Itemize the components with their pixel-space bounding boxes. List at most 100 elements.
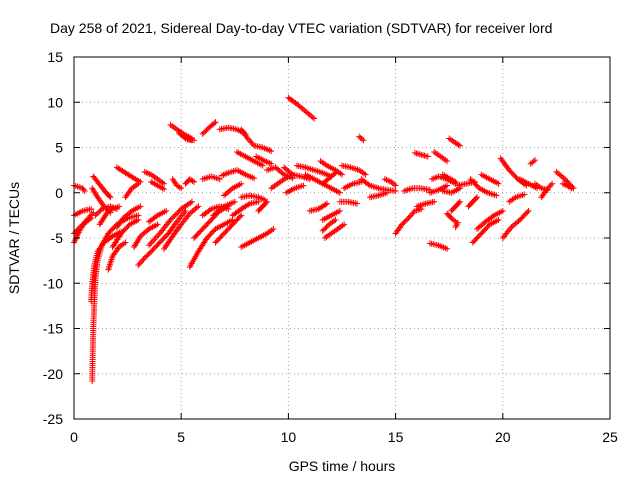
data-point-markers bbox=[109, 216, 142, 251]
data-track bbox=[212, 212, 245, 246]
data-track bbox=[538, 180, 556, 201]
data-point-markers bbox=[233, 149, 266, 169]
data-point-markers bbox=[199, 173, 223, 183]
data-point-markers bbox=[218, 167, 258, 182]
x-tick-label: 25 bbox=[602, 429, 618, 445]
data-point-markers bbox=[169, 176, 185, 192]
chart-title: Day 258 of 2021, Sidereal Day-to-day VTE… bbox=[50, 20, 552, 36]
data-point-markers bbox=[253, 153, 275, 167]
data-point-markers bbox=[341, 178, 365, 192]
data-track bbox=[90, 173, 114, 201]
data-point-markers bbox=[392, 206, 425, 237]
data-track bbox=[499, 207, 532, 241]
data-point-markers bbox=[238, 192, 268, 203]
data-point-markers bbox=[319, 207, 343, 223]
data-track bbox=[444, 210, 459, 225]
data-point-markers bbox=[105, 239, 129, 273]
data-track bbox=[336, 198, 361, 207]
x-tick-label: 5 bbox=[177, 429, 185, 445]
data-point-markers bbox=[478, 171, 502, 187]
data-point-markers bbox=[321, 221, 348, 241]
data-track bbox=[431, 149, 451, 165]
data-point-markers bbox=[467, 176, 500, 199]
data-track bbox=[146, 207, 170, 225]
data-track bbox=[293, 162, 335, 180]
data-track bbox=[96, 203, 123, 228]
data-point-markers bbox=[90, 173, 114, 201]
data-point-markers bbox=[146, 207, 170, 225]
data-track bbox=[238, 225, 277, 251]
data-track bbox=[229, 198, 262, 219]
x-tick-label: 20 bbox=[495, 429, 511, 445]
data-track bbox=[527, 157, 538, 167]
data-track bbox=[113, 164, 144, 185]
data-track bbox=[182, 176, 198, 187]
y-tick-label: 0 bbox=[55, 185, 63, 201]
data-point-markers bbox=[141, 168, 168, 187]
data-point-markers bbox=[161, 203, 202, 252]
data-point-markers bbox=[184, 136, 198, 144]
data-track bbox=[319, 207, 343, 223]
data-track bbox=[469, 216, 502, 246]
data-track bbox=[238, 192, 268, 203]
data-track bbox=[474, 207, 506, 232]
data-track bbox=[285, 94, 318, 122]
data-point-markers bbox=[88, 228, 125, 305]
data-point-markers bbox=[448, 198, 463, 214]
data-track bbox=[306, 200, 330, 214]
y-tick-label: -20 bbox=[43, 366, 63, 382]
data-track bbox=[381, 176, 399, 189]
data-track bbox=[516, 176, 541, 192]
data-track bbox=[467, 176, 500, 199]
x-tick-label: 0 bbox=[70, 429, 78, 445]
data-point-markers bbox=[285, 94, 318, 122]
data-track bbox=[319, 216, 339, 234]
data-point-markers bbox=[210, 198, 238, 219]
data-point-markers bbox=[366, 189, 391, 201]
x-axis-label: GPS time / hours bbox=[289, 458, 396, 474]
data-track bbox=[109, 216, 142, 251]
data-point-markers bbox=[306, 200, 330, 214]
data-point-markers bbox=[356, 133, 367, 144]
data-track bbox=[283, 182, 307, 196]
data-track bbox=[414, 198, 438, 210]
data-point-markers bbox=[506, 191, 528, 205]
data-track bbox=[184, 136, 198, 144]
data-point-markers bbox=[446, 135, 463, 149]
data-track bbox=[366, 189, 391, 201]
data-point-markers bbox=[319, 216, 339, 234]
data-point-markers bbox=[336, 198, 361, 207]
data-track bbox=[439, 171, 459, 185]
data-point-markers bbox=[182, 176, 198, 187]
data-track bbox=[135, 207, 189, 269]
data-point-markers bbox=[527, 157, 538, 167]
data-track bbox=[233, 149, 266, 169]
data-track bbox=[392, 206, 425, 237]
data-points bbox=[71, 94, 577, 384]
data-point-markers bbox=[401, 185, 433, 194]
data-track bbox=[448, 198, 463, 214]
x-tick-label: 15 bbox=[388, 429, 404, 445]
data-track bbox=[186, 216, 236, 270]
data-track bbox=[281, 164, 313, 183]
data-point-markers bbox=[186, 216, 236, 270]
data-track bbox=[506, 191, 528, 205]
data-point-markers bbox=[113, 203, 144, 231]
data-track bbox=[446, 135, 463, 149]
data-point-markers bbox=[148, 178, 168, 193]
data-point-markers bbox=[238, 225, 277, 251]
data-point-markers bbox=[96, 203, 123, 228]
data-track bbox=[255, 198, 270, 214]
data-track bbox=[238, 126, 275, 155]
data-point-markers bbox=[444, 210, 459, 225]
plot-border bbox=[73, 56, 611, 420]
data-point-markers bbox=[113, 164, 144, 185]
data-point-markers bbox=[452, 219, 461, 231]
data-track bbox=[465, 194, 481, 210]
data-point-markers bbox=[538, 180, 556, 201]
data-track bbox=[161, 203, 202, 252]
data-track bbox=[478, 171, 502, 187]
data-point-markers bbox=[465, 194, 481, 210]
data-point-markers bbox=[339, 162, 369, 178]
